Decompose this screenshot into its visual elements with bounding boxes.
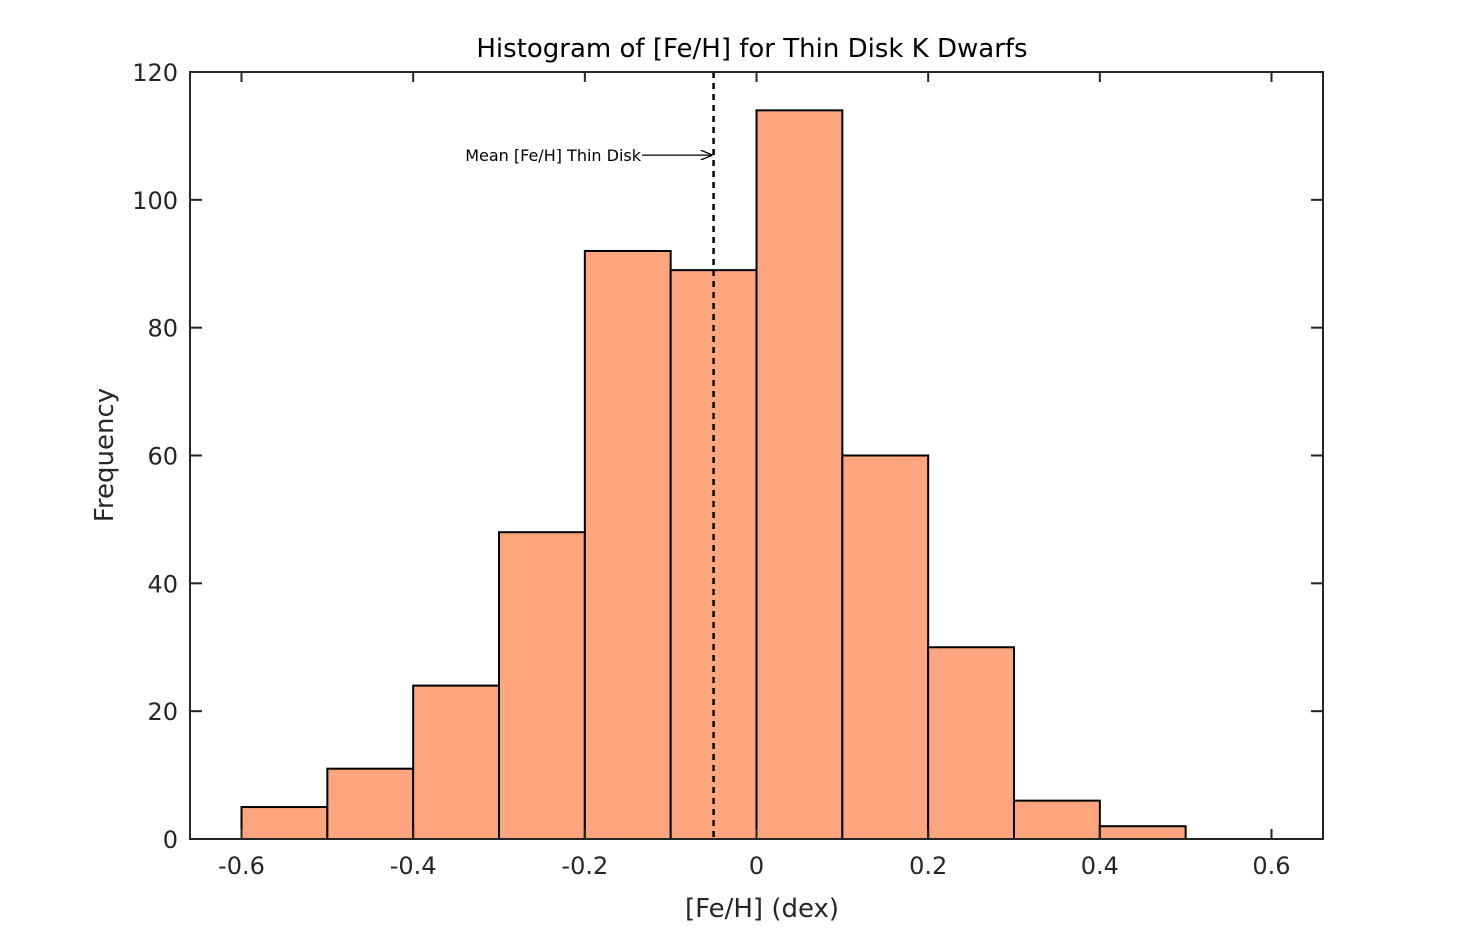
- histogram-bar: [583, 249, 672, 840]
- y-axis: 0 20 40 60 80 100 120: [132, 59, 1323, 854]
- x-tick-label: -0.4: [390, 852, 437, 880]
- y-tick-label: 20: [147, 698, 178, 726]
- y-axis-label: Frequency: [90, 388, 120, 522]
- y-tick-label: 80: [147, 315, 178, 343]
- x-tick-label: -0.2: [561, 852, 608, 880]
- histogram-bar: [412, 684, 500, 840]
- x-tick-label: 0.2: [909, 852, 947, 880]
- y-tick-label: 100: [132, 187, 178, 215]
- y-tick-label: 40: [147, 570, 178, 598]
- histogram-bar: [240, 806, 329, 841]
- histogram-bar: [669, 269, 758, 840]
- chart-title: Histogram of [Fe/H] for Thin Disk K Dwar…: [476, 34, 1027, 64]
- histogram-bar: [1013, 799, 1101, 841]
- x-tick-label: 0.4: [1081, 852, 1119, 880]
- annotation-label: Mean [Fe/H] Thin Disk: [465, 146, 642, 165]
- histogram-bar: [841, 454, 930, 840]
- x-tick-label: 0: [749, 852, 764, 880]
- y-tick-label: 120: [132, 59, 178, 87]
- y-tick-label: 60: [147, 443, 178, 471]
- histogram-bar: [326, 767, 415, 840]
- x-axis-label: [Fe/H] (dex): [685, 894, 839, 924]
- histogram-bar: [927, 646, 1016, 840]
- x-axis: -0.6 -0.4 -0.2 0 0.2 0.4 0.6: [218, 72, 1291, 880]
- x-tick-label: -0.6: [218, 852, 265, 880]
- x-tick-label: 0.6: [1252, 852, 1290, 880]
- bars-group: [240, 109, 1187, 841]
- histogram-bar: [755, 109, 844, 841]
- y-tick-label: 0: [163, 826, 178, 854]
- histogram-bar: [1098, 825, 1187, 841]
- histogram-bar: [498, 531, 586, 840]
